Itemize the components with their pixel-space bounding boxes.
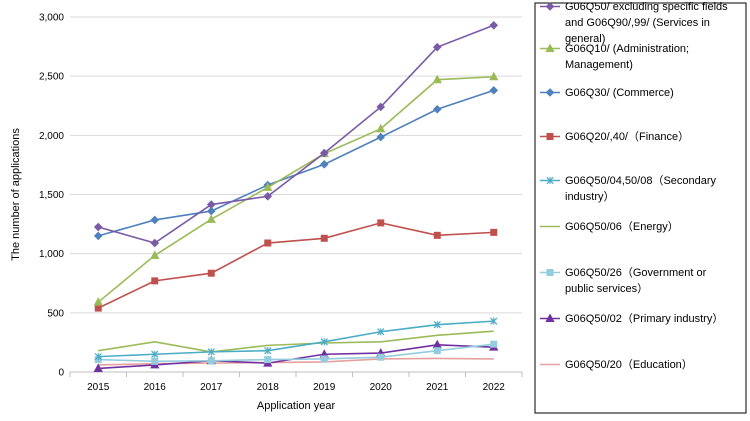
series-line: [98, 25, 494, 243]
legend-swatch-marker: [547, 270, 553, 276]
data-point: [95, 223, 102, 230]
legend-label: G06Q50/20（Education）: [565, 358, 693, 371]
data-point: [95, 305, 101, 311]
legend-label: G06Q20/,40/（Finance）: [565, 130, 689, 143]
x-tick-label: 2019: [313, 382, 336, 393]
legend-label: G06Q50/ excluding specific fields: [565, 1, 728, 13]
y-axis-title: The number of applications: [10, 128, 22, 261]
y-axis-ticks: 0 500 1,000 1,500 2,000 2,500 3,000: [39, 13, 64, 379]
data-point: [152, 278, 158, 284]
legend-label: industry）: [565, 190, 615, 203]
data-point: [377, 134, 384, 141]
data-point: [490, 22, 497, 29]
data-point: [95, 232, 102, 239]
data-point: [207, 215, 215, 222]
data-point: [491, 229, 497, 235]
series-1: [95, 22, 498, 247]
data-point: [490, 87, 497, 94]
legend-entry: G06Q50/02（Primary industry）: [540, 312, 723, 325]
y-tick-label: 1,500: [39, 190, 64, 201]
legend-label: public services）: [565, 282, 648, 295]
y-tick-label: 2,000: [39, 131, 64, 142]
x-tick-label: 2015: [87, 382, 110, 393]
data-point: [378, 354, 384, 360]
x-tick-label: 2017: [200, 382, 223, 393]
x-tick-label: 2016: [144, 382, 167, 393]
legend-label: and G06Q90/,99/ (Services in: [565, 17, 710, 29]
x-axis-title: Application year: [257, 400, 336, 412]
y-tick-label: 1,000: [39, 249, 64, 260]
legend-label: G06Q10/ (Administration;: [565, 43, 689, 55]
series-3: [95, 87, 498, 240]
y-tick-label: 0: [58, 368, 64, 379]
legend-swatch-marker: [547, 134, 553, 140]
legend-label: G06Q30/ (Commerce): [565, 87, 674, 99]
series-lines: [94, 22, 497, 372]
data-point: [434, 106, 441, 113]
series-line: [98, 90, 494, 236]
x-tick-label: 2018: [257, 382, 280, 393]
y-tick-label: 500: [47, 308, 64, 319]
legend-label: G06Q50/26（Government or: [565, 266, 707, 279]
legend-label: G06Q50/06（Energy）: [565, 220, 679, 233]
series-4: [95, 220, 497, 311]
legend-label: G06Q50/04,50/08（Secondary: [565, 174, 717, 187]
x-tick-label: 2022: [483, 382, 506, 393]
data-point: [434, 232, 440, 238]
data-point: [151, 216, 158, 223]
data-point: [434, 348, 440, 354]
data-point: [321, 235, 327, 241]
x-axis-ticks: 2015 2016 2017 2018 2019 2020 2021 2022: [70, 372, 522, 393]
data-point: [208, 358, 214, 364]
y-tick-label: 3,000: [39, 13, 64, 24]
y-tick-label: 2,500: [39, 72, 64, 83]
x-tick-label: 2021: [426, 382, 449, 393]
data-point: [265, 357, 271, 363]
x-tick-label: 2020: [370, 382, 393, 393]
legend-label: Management): [565, 59, 633, 71]
data-point: [321, 161, 328, 168]
legend-label: G06Q50/02（Primary industry）: [565, 312, 723, 325]
data-point: [152, 358, 158, 364]
data-point: [265, 240, 271, 246]
data-point: [378, 220, 384, 226]
data-point: [491, 341, 497, 347]
data-point: [151, 251, 159, 258]
data-point: [208, 270, 214, 276]
data-point: [321, 356, 327, 362]
